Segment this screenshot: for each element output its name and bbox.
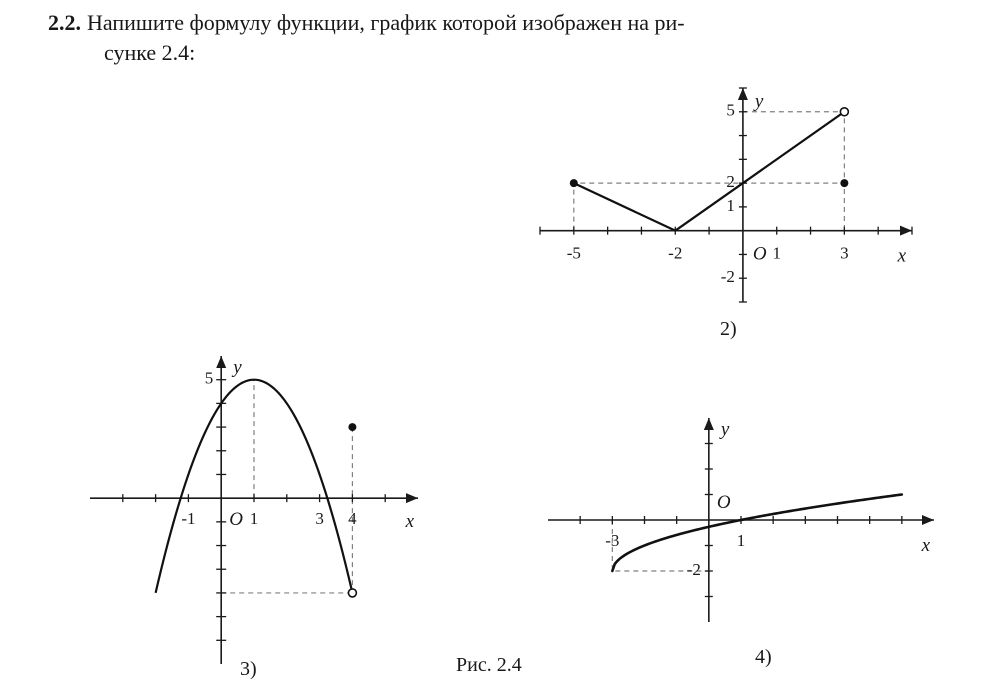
plot-4-sublabel: 4) bbox=[755, 646, 772, 669]
plot-2: -5 -2 1 3 -2 1 2 5 Ox y bbox=[530, 80, 930, 310]
figure-caption: Рис. 2.4 bbox=[456, 654, 522, 677]
svg-text:1: 1 bbox=[726, 196, 735, 215]
svg-text:-3: -3 bbox=[605, 531, 619, 550]
svg-text:3: 3 bbox=[840, 244, 849, 263]
problem-number: 2.2. bbox=[48, 10, 81, 35]
page: 2.2.Напишите формулу функции, график кот… bbox=[0, 0, 993, 691]
svg-text:1: 1 bbox=[250, 509, 259, 528]
svg-text:O: O bbox=[229, 509, 243, 530]
svg-text:1: 1 bbox=[737, 531, 746, 550]
svg-text:-5: -5 bbox=[567, 244, 581, 263]
svg-text:-2: -2 bbox=[721, 267, 735, 286]
problem-text-line2: сунке 2.4: bbox=[104, 38, 973, 68]
svg-text:y: y bbox=[231, 357, 242, 378]
plot-3: -1 1 3 4 5 Ox y bbox=[82, 350, 432, 670]
svg-text:-2: -2 bbox=[668, 244, 682, 263]
svg-text:5: 5 bbox=[726, 101, 735, 120]
svg-text:4: 4 bbox=[348, 509, 357, 528]
problem-heading: 2.2.Напишите формулу функции, график кот… bbox=[48, 8, 973, 67]
svg-text:5: 5 bbox=[205, 369, 214, 388]
plot-4: -3 1 -2 Ox y bbox=[540, 410, 950, 630]
svg-text:-1: -1 bbox=[181, 509, 195, 528]
svg-text:O: O bbox=[717, 492, 731, 513]
problem-text-line1: Напишите формулу функции, график которой… bbox=[87, 10, 685, 35]
svg-text:-2: -2 bbox=[687, 560, 701, 579]
svg-text:3: 3 bbox=[315, 509, 324, 528]
svg-text:x: x bbox=[921, 535, 931, 556]
plot-3-sublabel: 3) bbox=[240, 658, 257, 681]
plot-2-sublabel: 2) bbox=[720, 318, 737, 341]
svg-text:y: y bbox=[719, 419, 730, 440]
svg-text:x: x bbox=[405, 511, 415, 532]
svg-text:2: 2 bbox=[726, 172, 735, 191]
svg-text:O: O bbox=[753, 243, 767, 264]
svg-text:1: 1 bbox=[772, 244, 781, 263]
svg-text:y: y bbox=[753, 91, 764, 112]
svg-text:x: x bbox=[897, 245, 907, 266]
